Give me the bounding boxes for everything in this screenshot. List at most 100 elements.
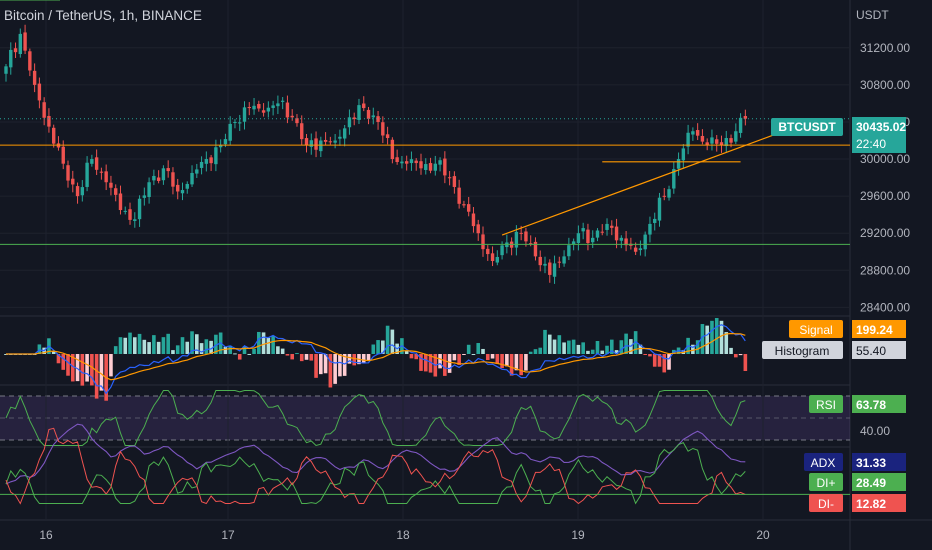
macd-histogram-bar: [428, 354, 433, 373]
candle-body: [738, 117, 743, 133]
candle-body: [28, 51, 32, 71]
candle-body: [557, 261, 562, 263]
candle-body: [724, 137, 728, 147]
macd-histogram-bar: [66, 354, 70, 376]
candle-body: [734, 131, 738, 142]
histogram-label: Histogram: [775, 344, 830, 358]
candle-body: [66, 165, 70, 181]
candle-body: [404, 161, 409, 164]
candle-body: [290, 115, 294, 118]
candle-body: [323, 139, 328, 142]
macd-histogram-bar: [524, 354, 528, 371]
macd-histogram-bar: [586, 350, 590, 354]
macd-histogram-bar: [352, 354, 357, 366]
macd-histogram-bar: [347, 354, 352, 364]
price-label: 30435.02: [856, 120, 906, 134]
price-tick-label: 29600.00: [860, 189, 910, 203]
candle-body: [94, 157, 99, 170]
macd-histogram-bar: [280, 348, 285, 354]
candle-body: [624, 238, 628, 246]
candle-body: [266, 107, 271, 112]
candle-body: [543, 263, 547, 266]
candle-body: [400, 161, 404, 164]
macd-histogram-bar: [710, 320, 714, 354]
candle-body: [519, 232, 523, 234]
signal-value-box: [852, 320, 906, 338]
candle-body: [428, 163, 433, 171]
time-tick-label: 16: [39, 528, 53, 542]
di-plus-label-box: [809, 473, 843, 491]
histogram-label-box: [762, 341, 843, 359]
price-tick-label: 28400.00: [860, 300, 910, 314]
adx-label-box: [804, 453, 843, 471]
di-plus-line: [5, 441, 746, 505]
macd-histogram-bar: [233, 353, 237, 355]
candle-body: [610, 225, 614, 228]
rsi-badge: RSI 63.78 40.00: [809, 395, 906, 438]
candle-body: [648, 223, 652, 235]
price-tick-label: 28800.00: [860, 263, 910, 277]
candle-body: [295, 118, 299, 124]
candle-body: [476, 224, 480, 234]
macd-histogram-bar: [576, 344, 581, 354]
candle-body: [529, 243, 533, 245]
di-minus-value-box: [852, 494, 906, 512]
macd-histogram-bar: [94, 354, 99, 399]
candle-body: [152, 175, 156, 181]
signal-label-box: [789, 320, 843, 338]
di-minus-badge: DI- 12.82: [809, 494, 906, 512]
candle-body: [567, 245, 571, 257]
chart-title[interactable]: Bitcoin / TetherUS, 1h, BINANCE: [4, 8, 202, 23]
trendline[interactable]: [501, 132, 779, 236]
candle-body: [204, 159, 209, 164]
macd-histogram-bar: [342, 354, 347, 376]
macd-histogram-bar: [309, 354, 314, 361]
candle-body: [261, 110, 266, 113]
candle-body: [514, 231, 519, 248]
candle-body: [156, 177, 161, 181]
macd-histogram-bar: [257, 331, 261, 354]
macd-histogram-bar: [552, 339, 557, 354]
adx-value-box: [852, 453, 906, 471]
adx-label: ADX: [811, 456, 836, 470]
macd-histogram-bar: [276, 346, 280, 354]
macd-histogram-bar: [195, 334, 199, 354]
macd-histogram-bar: [729, 347, 733, 354]
di-minus-label-box: [809, 494, 843, 512]
candle-body: [466, 204, 471, 212]
candle-body: [338, 136, 342, 139]
candle-body: [300, 123, 304, 140]
macd-histogram-bar: [166, 333, 170, 354]
macd-histogram-bar: [734, 354, 738, 358]
macd-histogram-bar: [171, 350, 175, 354]
candle-body: [552, 263, 557, 277]
candle-body: [347, 117, 352, 128]
macd-histogram-bar: [700, 324, 705, 354]
candle-body: [142, 195, 147, 198]
di-plus-label: DI+: [816, 476, 835, 490]
candle-body: [42, 102, 46, 118]
price-tick-label: 29200.00: [860, 226, 910, 240]
rsi-label-box: [809, 395, 843, 413]
macd-histogram-bar: [648, 354, 652, 357]
candle-body: [715, 139, 719, 144]
symbol-label-box: [771, 118, 843, 136]
candle-body: [586, 229, 590, 244]
candle-body: [409, 159, 414, 164]
candle-body: [581, 228, 585, 232]
macd-histogram-bar: [314, 354, 318, 378]
candle-body: [147, 182, 151, 198]
macd-histogram-bar: [185, 341, 190, 354]
macd-histogram-bar: [605, 345, 609, 354]
macd-histogram-bar: [90, 354, 94, 386]
candle-body: [342, 128, 347, 139]
macd-histogram-bar: [333, 354, 337, 384]
macd-histogram-bar: [695, 340, 700, 354]
macd-histogram-bar: [390, 329, 395, 354]
rsi-level-label: 40.00: [860, 424, 890, 438]
macd-histogram-bar: [528, 351, 533, 354]
macd-histogram-bar: [662, 354, 667, 373]
signal-value: 199.24: [856, 323, 893, 337]
